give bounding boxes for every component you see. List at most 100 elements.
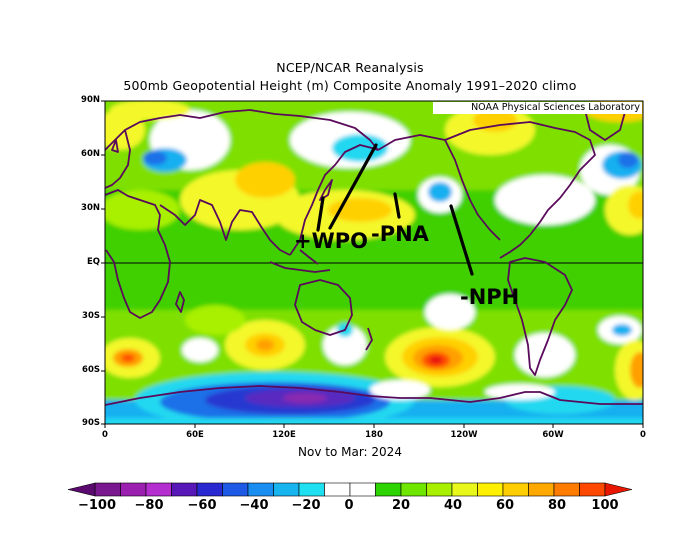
field-blue-scand-core bbox=[143, 151, 167, 165]
field-red-sp bbox=[429, 356, 443, 364]
x-tick-label: 60E bbox=[186, 430, 204, 440]
x-tick-label: 0 bbox=[640, 430, 646, 440]
colorbar-cell bbox=[324, 482, 351, 497]
coastlines bbox=[105, 104, 643, 406]
field-antarctic-edge bbox=[105, 418, 643, 424]
y-tick-label: 90S bbox=[82, 418, 100, 428]
annotation-lines bbox=[316, 143, 474, 276]
coast-south-america bbox=[507, 257, 573, 376]
x-tick-label: 120W bbox=[450, 430, 478, 440]
field-blue-satl bbox=[612, 324, 632, 336]
axis-ticks bbox=[101, 100, 644, 428]
field-yellow-arcticw bbox=[110, 101, 190, 120]
coast-north-america bbox=[377, 121, 596, 259]
field-yellow-africa bbox=[105, 190, 180, 230]
field-gold-canada bbox=[473, 108, 517, 132]
colorbar-left-arrow bbox=[67, 482, 96, 497]
y-tick-label: 30S bbox=[82, 311, 100, 321]
colorbar-cell bbox=[528, 482, 555, 497]
colorbar-cell bbox=[298, 482, 325, 497]
figure-title: NCEP/NCAR Reanalysis bbox=[276, 60, 424, 75]
y-tick-label: 60S bbox=[82, 365, 100, 375]
colorbar-cell bbox=[451, 482, 478, 497]
credit-label: NOAA Physical Sciences Laboratory bbox=[433, 102, 642, 114]
coast-europe-west bbox=[105, 129, 131, 189]
coast-antarctica bbox=[105, 385, 643, 406]
coast-eurasia-north bbox=[105, 109, 379, 151]
field-yellow-io2 bbox=[185, 305, 245, 335]
pna-line bbox=[393, 192, 401, 219]
field-gold-eastatl bbox=[628, 191, 643, 219]
colorbar-label: −100 bbox=[77, 498, 117, 513]
colorbar-cells bbox=[94, 482, 606, 497]
wpo-line-long bbox=[328, 143, 378, 230]
field-white-sp bbox=[425, 294, 475, 330]
coast-philippines bbox=[299, 249, 319, 265]
coast-south-asia bbox=[159, 199, 291, 256]
field-white-weddell bbox=[485, 384, 555, 400]
colorbar-cell bbox=[94, 482, 121, 497]
field-blue-nepac bbox=[428, 182, 452, 202]
colorbar-label: −80 bbox=[134, 498, 164, 513]
field-white-io bbox=[182, 338, 218, 362]
coast-africa bbox=[105, 189, 171, 319]
colorbar-cell bbox=[477, 482, 504, 497]
colorbar-cell bbox=[553, 482, 580, 497]
anomaly-field bbox=[105, 101, 643, 424]
field-orange-io bbox=[256, 339, 274, 351]
field-gold-asia bbox=[235, 162, 295, 198]
field-antarctic-purple bbox=[283, 393, 327, 403]
colorbar-label: 100 bbox=[591, 498, 619, 513]
x-tick-label: 180 bbox=[365, 430, 383, 440]
x-tick-label: 60W bbox=[542, 430, 564, 440]
colorbar-cell bbox=[145, 482, 172, 497]
colorbar-label: 0 bbox=[344, 498, 354, 513]
y-tick-label: EQ bbox=[86, 257, 100, 267]
coast-australia bbox=[294, 279, 353, 336]
colorbar-cell bbox=[273, 482, 300, 497]
annotation-pna: -PNA bbox=[371, 222, 429, 246]
y-tick-label: 60N bbox=[81, 149, 100, 159]
y-tick-label: 90N bbox=[81, 95, 100, 105]
colorbar-label: 20 bbox=[391, 498, 411, 513]
annotation-nph: -NPH bbox=[460, 285, 520, 309]
colorbar-cell bbox=[196, 482, 223, 497]
coast-uk bbox=[111, 139, 119, 153]
field-white-tasman bbox=[323, 325, 367, 365]
coast-madagascar bbox=[175, 291, 185, 313]
wpo-line-short bbox=[316, 196, 325, 232]
y-tick-label: 30N bbox=[81, 203, 100, 213]
coast-japan bbox=[319, 179, 333, 201]
colorbar-label: −40 bbox=[239, 498, 269, 513]
figure-subtitle: 500mb Geopotential Height (m) Composite … bbox=[123, 78, 577, 93]
period-label: Nov to Mar: 2024 bbox=[298, 445, 402, 459]
field-red-sa bbox=[121, 354, 135, 362]
colorbar-cell bbox=[120, 482, 147, 497]
colorbar-label: −60 bbox=[187, 498, 217, 513]
x-tick-label: 0 bbox=[102, 430, 108, 440]
colorbar-right-arrow bbox=[604, 482, 633, 497]
field-deepblue-atlantic bbox=[618, 152, 638, 168]
annotation-wpo: +WPO bbox=[294, 229, 369, 253]
field-cyan-pacific bbox=[332, 134, 388, 162]
field-white-usa bbox=[495, 175, 595, 225]
colorbar-label: 80 bbox=[547, 498, 567, 513]
colorbar-cell bbox=[222, 482, 249, 497]
colorbar-label: −20 bbox=[291, 498, 321, 513]
colorbar-label: 40 bbox=[443, 498, 463, 513]
coast-east-asia bbox=[289, 144, 379, 256]
nph-line bbox=[449, 204, 474, 276]
colorbar-label: 60 bbox=[495, 498, 515, 513]
colorbar-cell bbox=[426, 482, 453, 497]
colorbar-cell bbox=[400, 482, 427, 497]
coast-newzealand bbox=[365, 327, 373, 351]
x-tick-label: 120E bbox=[272, 430, 296, 440]
coast-na-west bbox=[444, 139, 501, 241]
coast-indonesia bbox=[269, 261, 331, 273]
colorbar-cell bbox=[502, 482, 529, 497]
colorbar-cell bbox=[375, 482, 402, 497]
colorbar-cell bbox=[579, 482, 606, 497]
field-orange-satl bbox=[630, 352, 643, 388]
